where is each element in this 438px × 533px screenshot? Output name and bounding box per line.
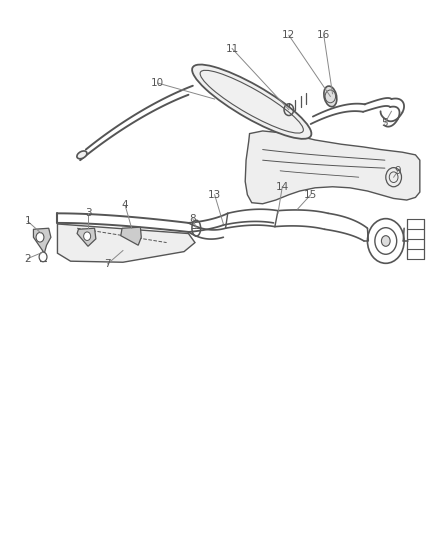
- Text: 13: 13: [208, 190, 221, 200]
- Text: 5: 5: [381, 118, 388, 128]
- Polygon shape: [121, 227, 141, 245]
- Circle shape: [84, 232, 91, 240]
- Ellipse shape: [77, 151, 87, 159]
- Circle shape: [381, 236, 390, 246]
- Ellipse shape: [324, 86, 337, 107]
- Text: 9: 9: [395, 166, 401, 176]
- Ellipse shape: [192, 64, 311, 139]
- Text: 12: 12: [282, 30, 296, 41]
- Polygon shape: [77, 228, 96, 246]
- Text: 3: 3: [85, 208, 92, 219]
- Text: 15: 15: [304, 190, 317, 200]
- Text: 7: 7: [104, 259, 111, 269]
- Text: 11: 11: [226, 44, 239, 53]
- Text: 14: 14: [276, 182, 289, 192]
- Text: 2: 2: [25, 254, 31, 263]
- Text: 10: 10: [151, 78, 164, 88]
- Circle shape: [36, 232, 44, 242]
- Text: 8: 8: [190, 214, 196, 224]
- Polygon shape: [57, 224, 195, 262]
- Text: 16: 16: [317, 30, 330, 41]
- Text: 1: 1: [25, 216, 31, 227]
- Circle shape: [39, 252, 47, 262]
- Polygon shape: [33, 228, 51, 253]
- Polygon shape: [245, 131, 420, 204]
- Text: 4: 4: [122, 200, 128, 211]
